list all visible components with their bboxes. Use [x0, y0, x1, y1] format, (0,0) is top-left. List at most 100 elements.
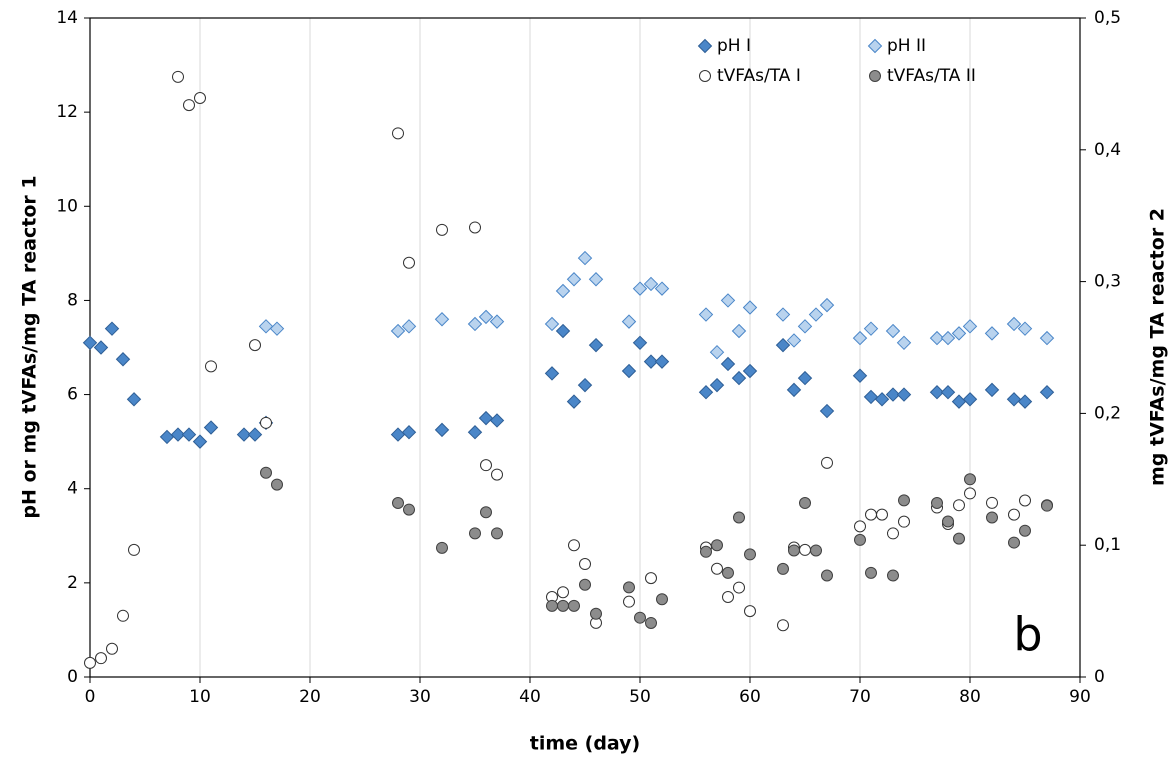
point [194, 92, 206, 105]
point [885, 323, 901, 339]
point [128, 543, 140, 556]
point [744, 605, 756, 618]
point [544, 366, 560, 381]
point [964, 487, 976, 500]
x-tick-label: 30 [409, 687, 431, 707]
point [744, 548, 756, 561]
point [731, 370, 747, 386]
point [392, 497, 404, 510]
point [852, 330, 868, 346]
point [115, 352, 131, 367]
point [865, 566, 877, 579]
y2-tick-label: 0,3 [1094, 272, 1121, 292]
x-tick-label: 60 [739, 687, 761, 707]
x-tick-label: 20 [299, 687, 321, 707]
point [742, 300, 758, 315]
point [159, 429, 175, 445]
point [491, 468, 503, 481]
legend-label: tVFAs/TA I [717, 66, 801, 86]
point [106, 642, 118, 655]
point [480, 459, 492, 472]
point [566, 394, 582, 409]
point [742, 363, 758, 379]
legend-marker [697, 38, 713, 54]
y2-tick-label: 0,2 [1094, 403, 1121, 423]
point [698, 385, 714, 400]
point [588, 272, 604, 287]
point [82, 335, 98, 351]
point [621, 363, 637, 379]
point [390, 427, 406, 442]
legend-marker [867, 38, 883, 54]
x-tick-label: 10 [189, 687, 211, 707]
point [984, 382, 1000, 398]
y2-tick-label: 0 [1094, 667, 1105, 687]
legend-label: pH I [717, 36, 751, 56]
point [632, 335, 648, 351]
point [786, 333, 802, 348]
point [865, 508, 877, 521]
point [269, 321, 285, 336]
point [478, 410, 494, 426]
point [643, 354, 659, 369]
point [821, 456, 833, 469]
point [403, 503, 415, 516]
point [951, 326, 967, 341]
point [623, 581, 635, 594]
point [172, 70, 184, 83]
panel-label: b [1013, 608, 1042, 662]
point [1017, 321, 1033, 336]
point [929, 385, 945, 400]
point [854, 520, 866, 533]
y-tick-label: 8 [67, 290, 78, 310]
point [436, 541, 448, 554]
point [808, 307, 824, 322]
y-tick-label: 4 [67, 479, 78, 499]
point [863, 389, 879, 405]
point [566, 272, 582, 287]
legend-label: tVFAs/TA II [887, 66, 976, 86]
point [183, 99, 195, 112]
point [577, 250, 593, 266]
point [1039, 330, 1055, 346]
y2-tick-label: 0,1 [1094, 535, 1121, 555]
point [788, 544, 800, 557]
y2-tick-label: 0,4 [1094, 140, 1121, 160]
point [720, 356, 736, 372]
point [799, 497, 811, 510]
point [786, 382, 802, 398]
point [192, 434, 208, 449]
legend-marker [699, 70, 711, 82]
point [579, 558, 591, 571]
point [557, 586, 569, 599]
y2-tick-label: 0,5 [1094, 8, 1121, 28]
point [95, 652, 107, 665]
point [436, 223, 448, 236]
point [577, 377, 593, 393]
x-tick-label: 70 [849, 687, 871, 707]
point [711, 562, 723, 575]
point [645, 572, 657, 585]
point [205, 360, 217, 373]
point [896, 335, 912, 351]
point [854, 533, 866, 546]
x-tick-label: 40 [519, 687, 541, 707]
point [986, 511, 998, 524]
y-tick-label: 14 [56, 8, 78, 28]
point [632, 281, 648, 296]
point [1008, 536, 1020, 549]
point [568, 599, 580, 612]
point [568, 539, 580, 552]
point [962, 319, 978, 334]
point [777, 619, 789, 632]
point [491, 527, 503, 540]
point [401, 319, 417, 334]
point [203, 420, 219, 435]
point [940, 330, 956, 346]
point [810, 544, 822, 557]
point [819, 403, 835, 419]
y-axis-title: pH or mg tVFAs/mg TA reactor 1 [19, 175, 41, 518]
point [643, 276, 659, 292]
point [557, 599, 569, 612]
